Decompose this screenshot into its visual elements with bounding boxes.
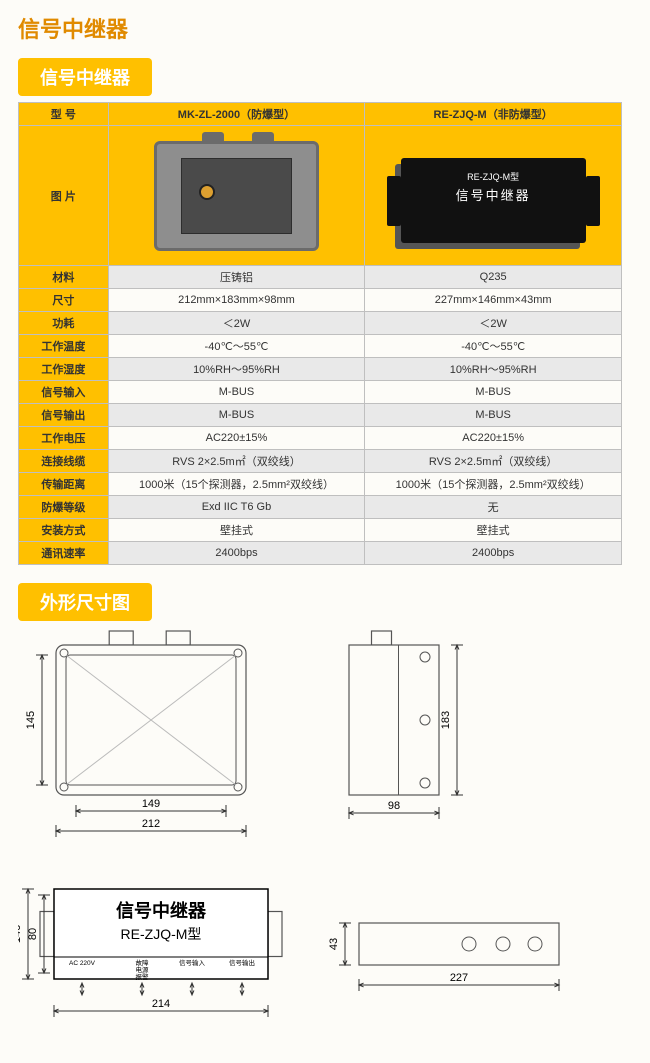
svg-text:信号输出: 信号输出 (229, 958, 255, 967)
section-heading-dims: 外形尺寸图 (18, 583, 152, 621)
spec-row-label: 工作湿度 (19, 358, 109, 381)
device-a-illustration (154, 141, 319, 251)
spec-row-a: 壁挂式 (108, 519, 365, 542)
spec-row-b: RVS 2×2.5m㎡（双绞线） (365, 450, 622, 473)
spec-row-b: M-BUS (365, 381, 622, 404)
spec-row-a: RVS 2×2.5m㎡（双绞线） (108, 450, 365, 473)
device-b-illustration: RE-ZJQ-M型 信号中继器 (401, 158, 586, 243)
page-title: 信号中继器 (18, 12, 632, 44)
spec-row-label: 尺寸 (19, 289, 109, 312)
spec-row-a: M-BUS (108, 381, 365, 404)
svg-text:227: 227 (450, 972, 468, 984)
svg-text:149: 149 (142, 798, 160, 810)
spec-row-a: 1000米（15个探测器，2.5mm²双绞线） (108, 473, 365, 496)
svg-text:信号中继器: 信号中继器 (116, 900, 207, 921)
spec-row-a: -40℃～55℃ (108, 335, 365, 358)
svg-text:故障: 故障 (136, 958, 150, 967)
svg-text:98: 98 (388, 800, 400, 812)
spec-row-b: 227mm×146mm×43mm (365, 289, 622, 312)
spec-row-b: 2400bps (365, 542, 622, 565)
svg-text:183: 183 (440, 711, 452, 729)
svg-text:AC 220V: AC 220V (69, 960, 96, 967)
spec-table: 型 号 MK-ZL-2000（防爆型） RE-ZJQ-M（非防爆型） 图 片 R… (18, 102, 622, 565)
spec-row-label: 通讯速率 (19, 542, 109, 565)
drawing-side-view: 183 98 (339, 627, 485, 837)
dimension-drawings: 145 149 212 183 98 信号中继器 RE-ZJQ-M型 AC 220V 故障电… (18, 627, 622, 1043)
spec-row-label: 安装方式 (19, 519, 109, 542)
svg-text:145: 145 (25, 711, 37, 729)
spec-row-label: 信号输出 (19, 404, 109, 427)
spec-row-b: 1000米（15个探测器，2.5mm²双绞线） (365, 473, 622, 496)
spec-row-a: ＜2W (108, 312, 365, 335)
svg-text:212: 212 (142, 818, 160, 830)
spec-row-a: 2400bps (108, 542, 365, 565)
spec-row-label: 材料 (19, 266, 109, 289)
spec-row-label: 工作温度 (19, 335, 109, 358)
svg-text:RE-ZJQ-M型: RE-ZJQ-M型 (121, 926, 202, 942)
spec-row-b: ＜2W (365, 312, 622, 335)
spec-row-b: 壁挂式 (365, 519, 622, 542)
spec-row-a: Exd IIC T6 Gb (108, 496, 365, 519)
spec-row-b: 10%RH～95%RH (365, 358, 622, 381)
spec-row-a: AC220±15% (108, 427, 365, 450)
svg-text:报警: 报警 (136, 972, 150, 981)
spec-row-a: 压铸铝 (108, 266, 365, 289)
spec-row-label: 防爆等级 (19, 496, 109, 519)
drawing-model-b-side: 43 227 (329, 883, 589, 1000)
spec-row-label: 传输距离 (19, 473, 109, 496)
spec-row-b: M-BUS (365, 404, 622, 427)
spec-row-a: M-BUS (108, 404, 365, 427)
svg-text:43: 43 (329, 938, 340, 950)
lbl-image: 图 片 (19, 126, 109, 266)
spec-row-label: 信号输入 (19, 381, 109, 404)
spec-row-label: 连接线缆 (19, 450, 109, 473)
spec-row-b: Q235 (365, 266, 622, 289)
spec-row-b: -40℃～55℃ (365, 335, 622, 358)
section-heading-spec: 信号中继器 (18, 58, 152, 96)
spec-row-b: 无 (365, 496, 622, 519)
hdr-model-b: RE-ZJQ-M（非防爆型） (365, 103, 622, 126)
spec-row-a: 212mm×183mm×98mm (108, 289, 365, 312)
spec-row-label: 工作电压 (19, 427, 109, 450)
hdr-model-a: MK-ZL-2000（防爆型） (108, 103, 365, 126)
spec-row-a: 10%RH～95%RH (108, 358, 365, 381)
svg-text:信号输入: 信号输入 (179, 958, 206, 967)
drawing-model-b-front: 信号中继器 RE-ZJQ-M型 AC 220V 故障电源报警 信号输入 信号输出 146 80… (18, 883, 304, 1043)
spec-row-label: 功耗 (19, 312, 109, 335)
svg-text:电源: 电源 (136, 965, 150, 974)
spec-row-b: AC220±15% (365, 427, 622, 450)
hdr-model-label: 型 号 (19, 103, 109, 126)
product-image-b: RE-ZJQ-M型 信号中继器 (365, 126, 622, 266)
svg-text:80: 80 (27, 928, 39, 940)
drawing-front-view: 145 149 212 (18, 627, 314, 873)
svg-text:214: 214 (152, 998, 170, 1010)
svg-text:146: 146 (18, 925, 23, 943)
product-image-a (108, 126, 365, 266)
